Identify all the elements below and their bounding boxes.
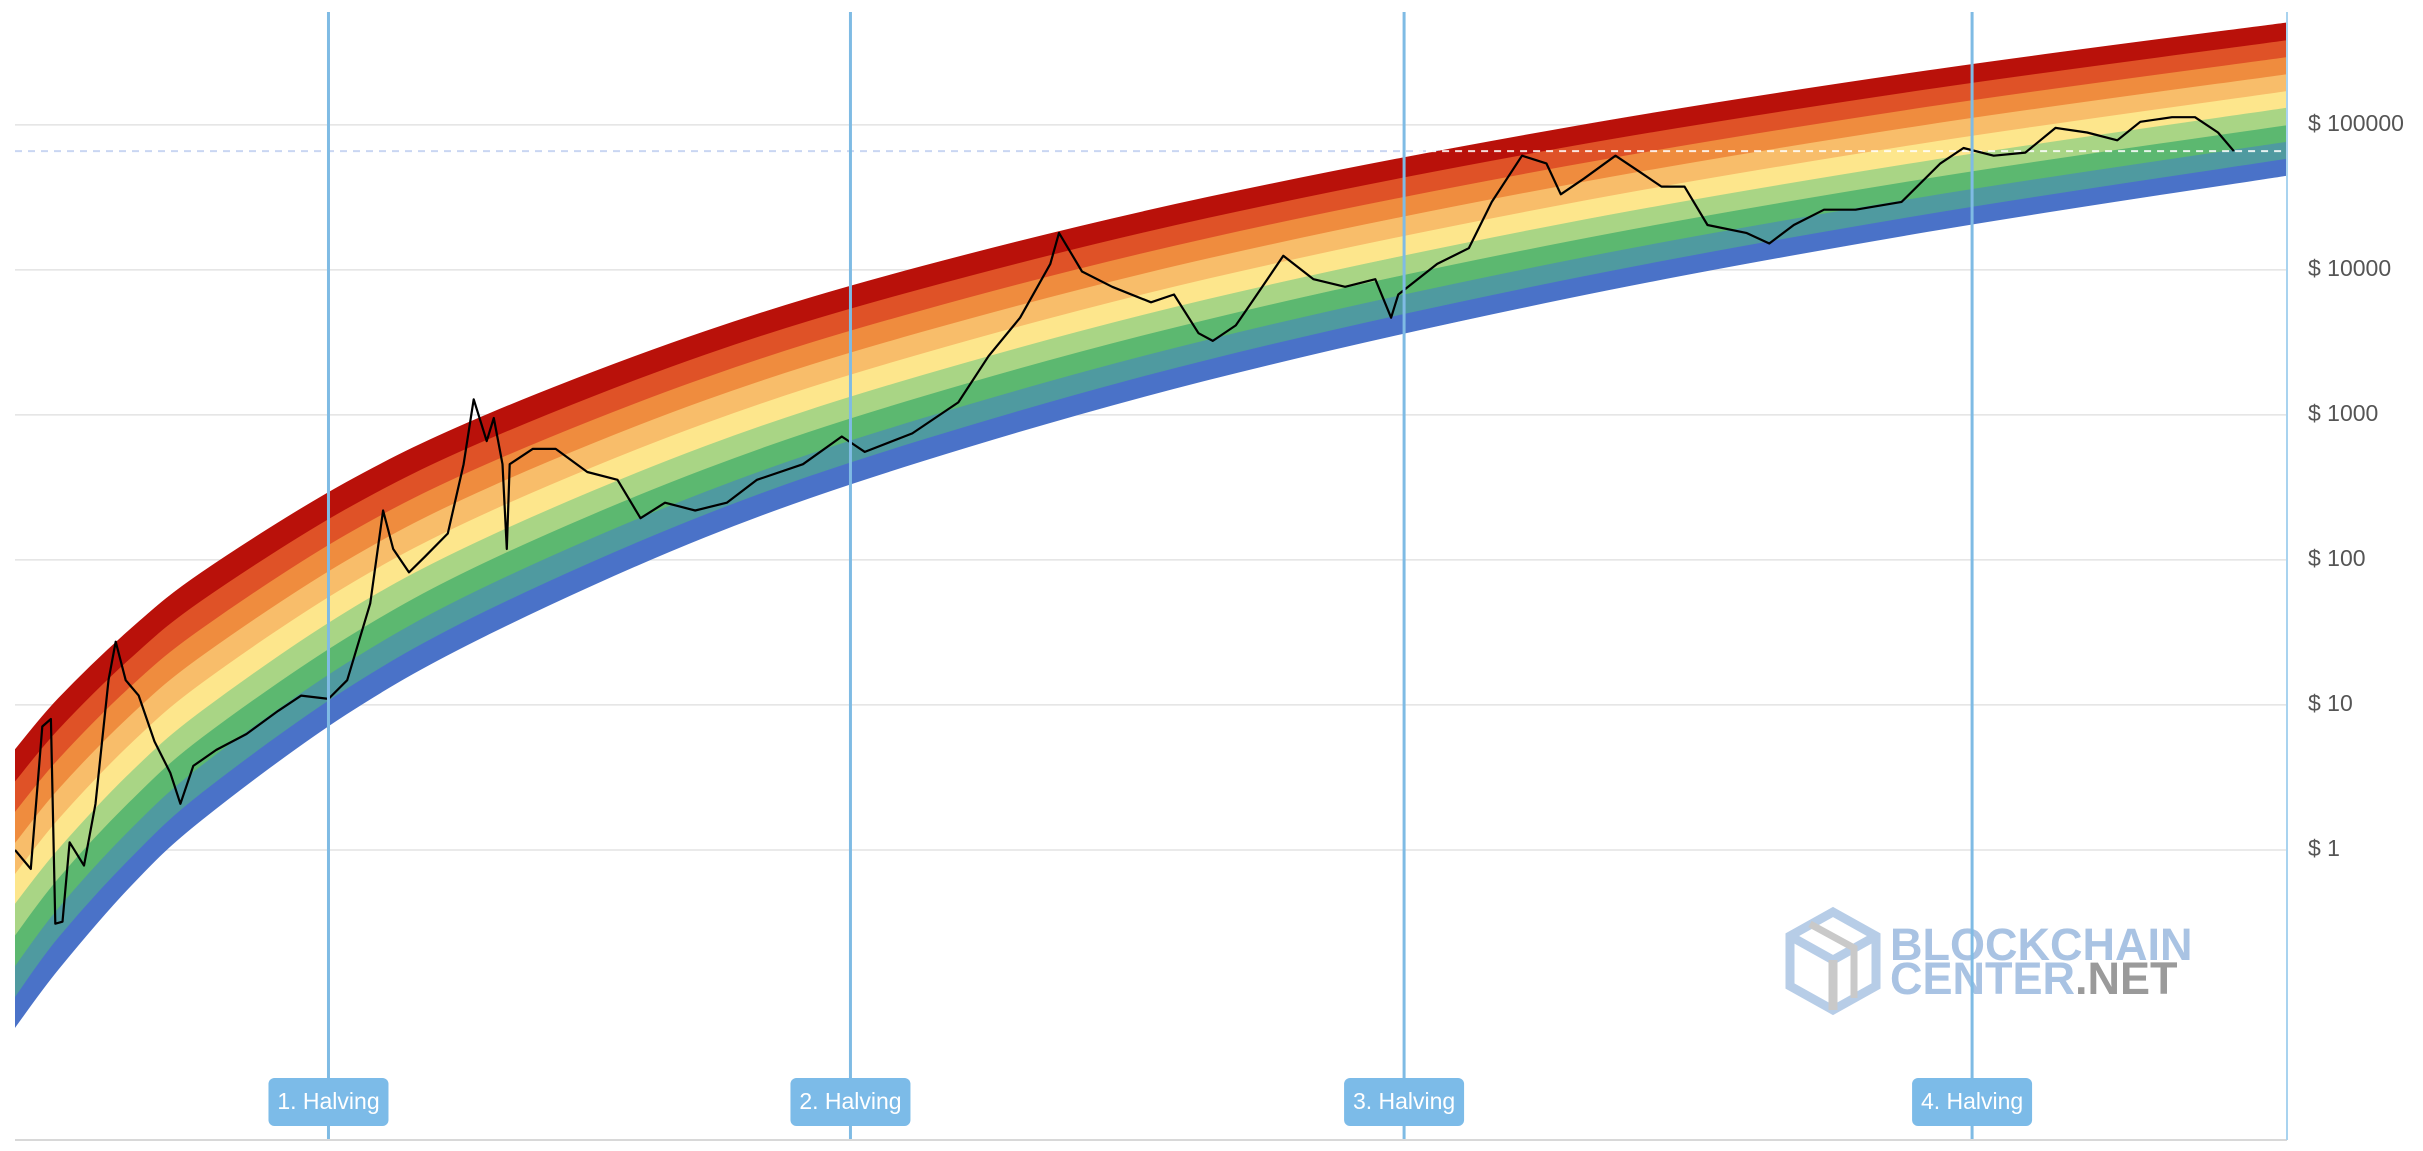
price-line <box>15 116 2235 925</box>
rainbow-bands <box>15 22 2287 1028</box>
halving-label-box <box>1912 1078 2033 1126</box>
price-layer <box>15 116 2287 925</box>
halving-label: 2. Halving <box>799 1088 901 1114</box>
annotations: 1. Halving 2. Halving 3. Halving 4. Halving <box>268 12 2033 1140</box>
logo-edge <box>1808 920 1858 998</box>
axes: $ 1 $ 10 $ 100 $ 1000 $ 10000 $ 100000 <box>15 12 2404 1141</box>
halving-label-box <box>268 1078 389 1126</box>
y-tick-label: $ 1 <box>2308 835 2340 861</box>
y-tick-label: $ 10 <box>2308 690 2353 716</box>
halving-label-box <box>790 1078 911 1126</box>
halving-label-box <box>1344 1078 1465 1126</box>
watermark-text: .NET <box>2075 953 2178 1004</box>
watermark-logo <box>1785 906 1881 1016</box>
y-tick-label: $ 1000 <box>2308 400 2378 426</box>
watermark-text: BLOCKCHAIN <box>1890 919 2192 970</box>
watermark: BLOCKCHAIN CENTER.NET <box>1785 906 2192 1016</box>
y-tick-label: $ 100000 <box>2308 110 2404 136</box>
halving-label: 4. Halving <box>1921 1088 2023 1114</box>
watermark-text: CENTER.NET <box>1890 953 2178 1004</box>
y-tick-label: $ 100 <box>2308 545 2366 571</box>
halving-label: 3. Halving <box>1353 1088 1455 1114</box>
watermark-text: CENTER <box>1890 953 2075 1004</box>
halving-label: 1. Halving <box>277 1088 379 1114</box>
y-tick-label: $ 10000 <box>2308 255 2391 281</box>
